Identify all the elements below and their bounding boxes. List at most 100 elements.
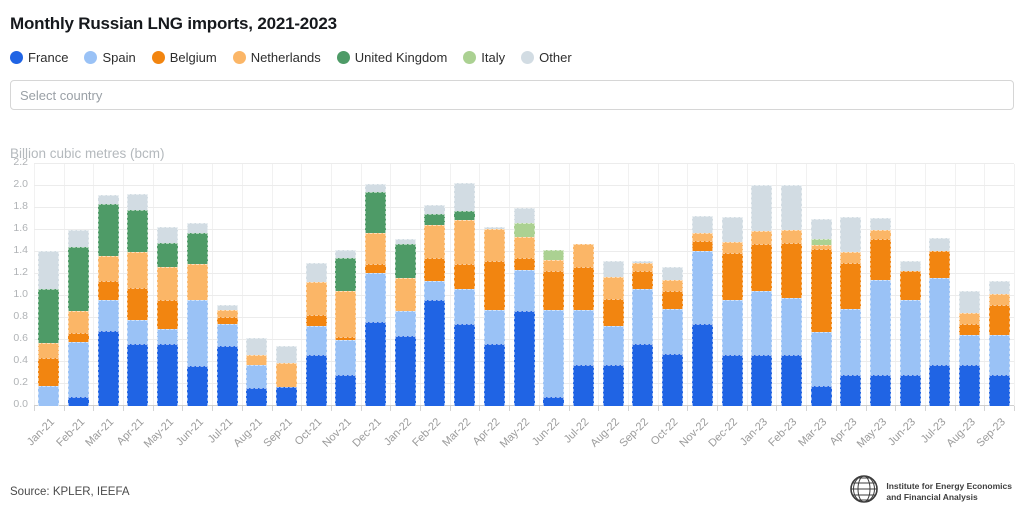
bar-segment-apr-21-belgium[interactable] xyxy=(127,288,149,321)
bar-segment-jun-21-france[interactable] xyxy=(186,366,208,406)
country-select-input[interactable] xyxy=(10,80,1014,110)
bar-segment-mar-22-france[interactable] xyxy=(454,323,476,406)
bar-segment-apr-21-france[interactable] xyxy=(127,344,149,406)
bar-segment-may-22-other[interactable] xyxy=(513,208,535,224)
bar-segment-oct-21-france[interactable] xyxy=(305,355,327,406)
bar-segment-mar-23-belgium[interactable] xyxy=(810,248,832,333)
ieefa-logo[interactable]: Institute for Energy Economics and Finan… xyxy=(848,473,1012,510)
bar-segment-aug-22-france[interactable] xyxy=(602,365,624,406)
bar-segment-feb-21-spain[interactable] xyxy=(68,342,90,398)
bar-segment-jun-22-spain[interactable] xyxy=(543,310,565,398)
bar-segment-feb-23-belgium[interactable] xyxy=(780,243,802,299)
bar-segment-sep-21-other[interactable] xyxy=(275,345,297,364)
bar-segment-nov-21-other[interactable] xyxy=(335,249,357,258)
bar-segment-jul-23-france[interactable] xyxy=(929,365,951,406)
legend-item-other[interactable]: Other xyxy=(521,50,572,65)
bar-segment-jul-21-netherlands[interactable] xyxy=(216,310,238,317)
bar-segment-may-22-netherlands[interactable] xyxy=(513,236,535,258)
bar-segment-jan-21-belgium[interactable] xyxy=(38,357,60,387)
bar-segment-jul-23-other[interactable] xyxy=(929,237,951,251)
bar-segment-nov-21-france[interactable] xyxy=(335,375,357,406)
bar-segment-mar-23-france[interactable] xyxy=(810,386,832,406)
bar-segment-mar-23-italy[interactable] xyxy=(810,238,832,246)
bar-segment-oct-22-belgium[interactable] xyxy=(662,290,684,310)
legend-item-united-kingdom[interactable]: United Kingdom xyxy=(336,50,447,65)
bar-segment-mar-21-belgium[interactable] xyxy=(97,280,119,301)
bar-segment-mar-21-france[interactable] xyxy=(97,331,119,406)
bar-segment-oct-22-france[interactable] xyxy=(662,354,684,406)
bar-segment-sep-23-netherlands[interactable] xyxy=(988,293,1010,305)
bar-segment-mar-21-spain[interactable] xyxy=(97,300,119,332)
bar-segment-apr-23-spain[interactable] xyxy=(840,309,862,376)
bar-segment-may-22-spain[interactable] xyxy=(513,269,535,312)
bar-segment-apr-22-france[interactable] xyxy=(483,344,505,406)
bar-segment-mar-23-spain[interactable] xyxy=(810,332,832,387)
bar-segment-jul-21-spain[interactable] xyxy=(216,323,238,346)
bar-segment-mar-23-other[interactable] xyxy=(810,219,832,239)
bar-segment-apr-22-netherlands[interactable] xyxy=(483,228,505,261)
bar-segment-feb-22-spain[interactable] xyxy=(424,280,446,301)
bar-segment-may-23-other[interactable] xyxy=(870,217,892,231)
bar-segment-jul-23-belgium[interactable] xyxy=(929,250,951,279)
bar-segment-aug-21-spain[interactable] xyxy=(246,365,268,389)
bar-segment-aug-22-netherlands[interactable] xyxy=(602,277,624,300)
bar-segment-sep-22-france[interactable] xyxy=(632,344,654,406)
bar-segment-jun-23-other[interactable] xyxy=(899,260,921,271)
bar-segment-jul-23-spain[interactable] xyxy=(929,278,951,366)
bar-segment-may-23-spain[interactable] xyxy=(870,279,892,376)
bar-segment-jun-22-france[interactable] xyxy=(543,397,565,406)
bar-segment-feb-22-united-kingdom[interactable] xyxy=(424,213,446,225)
legend-item-netherlands[interactable]: Netherlands xyxy=(232,50,321,65)
bar-segment-jun-22-belgium[interactable] xyxy=(543,270,565,311)
bar-segment-jul-22-belgium[interactable] xyxy=(573,267,594,311)
bar-segment-sep-22-netherlands[interactable] xyxy=(632,263,654,271)
bar-segment-sep-23-belgium[interactable] xyxy=(988,304,1010,335)
bar-segment-jul-22-netherlands[interactable] xyxy=(573,244,594,268)
bar-segment-jan-22-united-kingdom[interactable] xyxy=(394,244,416,279)
bar-segment-mar-21-netherlands[interactable] xyxy=(97,256,119,281)
bar-segment-dec-22-netherlands[interactable] xyxy=(721,242,743,254)
bar-segment-dec-22-other[interactable] xyxy=(721,216,743,243)
bar-segment-may-21-united-kingdom[interactable] xyxy=(157,243,179,268)
bar-segment-apr-22-other[interactable] xyxy=(483,226,505,229)
bar-segment-mar-22-spain[interactable] xyxy=(454,289,476,324)
bar-segment-sep-22-spain[interactable] xyxy=(632,289,654,345)
bar-segment-may-22-belgium[interactable] xyxy=(513,257,535,270)
bar-segment-dec-21-netherlands[interactable] xyxy=(365,233,387,265)
bar-segment-apr-21-netherlands[interactable] xyxy=(127,252,149,289)
bar-segment-jan-22-france[interactable] xyxy=(394,335,416,406)
bar-segment-oct-21-netherlands[interactable] xyxy=(305,281,327,315)
bar-segment-jun-21-united-kingdom[interactable] xyxy=(186,233,208,265)
legend-item-spain[interactable]: Spain xyxy=(84,50,136,65)
bar-segment-nov-22-other[interactable] xyxy=(691,215,713,234)
bar-segment-aug-23-other[interactable] xyxy=(959,290,981,313)
bar-segment-feb-23-spain[interactable] xyxy=(780,298,802,356)
bar-segment-jan-23-belgium[interactable] xyxy=(751,244,773,291)
bar-segment-sep-23-france[interactable] xyxy=(988,375,1010,406)
bar-segment-mar-22-netherlands[interactable] xyxy=(454,220,476,265)
bar-segment-dec-22-belgium[interactable] xyxy=(721,253,743,301)
bar-segment-nov-22-netherlands[interactable] xyxy=(691,233,713,242)
bar-segment-jan-21-united-kingdom[interactable] xyxy=(38,289,60,344)
bar-segment-jun-21-other[interactable] xyxy=(186,223,208,234)
bar-segment-nov-22-france[interactable] xyxy=(691,323,713,406)
bar-segment-mar-22-belgium[interactable] xyxy=(454,264,476,290)
bar-segment-aug-22-other[interactable] xyxy=(602,260,624,278)
bar-segment-dec-22-france[interactable] xyxy=(721,355,743,406)
bar-segment-nov-21-belgium[interactable] xyxy=(335,336,357,341)
bar-segment-jul-21-belgium[interactable] xyxy=(216,316,238,324)
bar-segment-feb-23-netherlands[interactable] xyxy=(780,230,802,244)
bar-segment-jul-22-spain[interactable] xyxy=(573,310,594,366)
bar-segment-jan-22-netherlands[interactable] xyxy=(394,278,416,312)
bar-segment-apr-23-other[interactable] xyxy=(840,216,862,253)
bar-segment-nov-22-spain[interactable] xyxy=(691,250,713,324)
bar-segment-aug-23-spain[interactable] xyxy=(959,334,981,366)
bar-segment-sep-23-spain[interactable] xyxy=(988,334,1010,376)
bar-segment-may-21-spain[interactable] xyxy=(157,329,179,345)
bar-segment-aug-21-other[interactable] xyxy=(246,337,268,356)
bar-segment-jun-22-italy[interactable] xyxy=(543,249,565,260)
bar-segment-apr-23-france[interactable] xyxy=(840,375,862,406)
bar-segment-dec-21-spain[interactable] xyxy=(365,272,387,323)
bar-segment-dec-22-spain[interactable] xyxy=(721,300,743,356)
bar-segment-apr-23-netherlands[interactable] xyxy=(840,252,862,264)
